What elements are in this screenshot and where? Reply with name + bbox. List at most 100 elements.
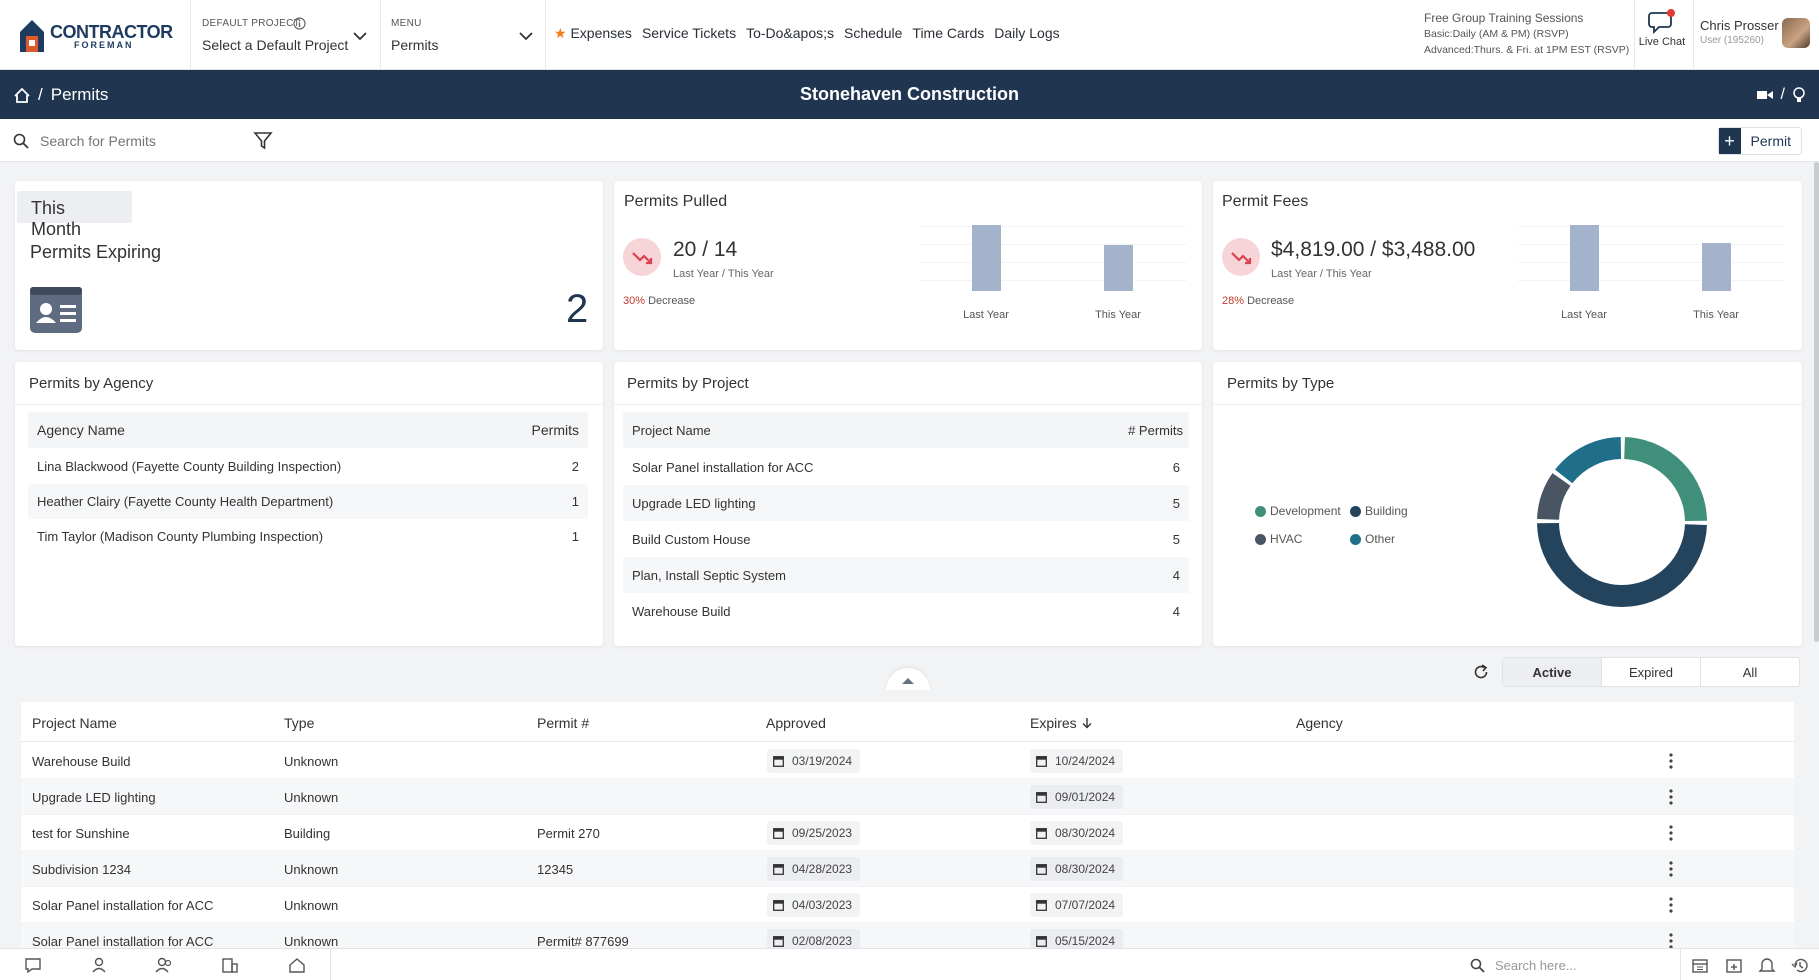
- table-row[interactable]: Solar Panel installation for ACC Unknown P…: [21, 923, 1794, 948]
- more-options-icon[interactable]: [1664, 751, 1678, 771]
- chevron-down-icon[interactable]: [518, 28, 534, 44]
- donut-slice-other[interactable]: [1555, 437, 1622, 484]
- divider: [1634, 0, 1635, 70]
- filter-icon[interactable]: [253, 131, 273, 151]
- table-row[interactable]: Warehouse Build Unknown 03/19/2024 10/24/20…: [21, 743, 1794, 779]
- nav-time-cards[interactable]: Time Cards: [912, 25, 985, 41]
- default-project-select[interactable]: Select a Default Project: [202, 37, 349, 53]
- page-scrollbar[interactable]: [1814, 162, 1819, 642]
- calendar-icon[interactable]: [1691, 957, 1709, 973]
- calendar-add-icon[interactable]: [1725, 957, 1743, 973]
- table-row[interactable]: Subdivision 1234 Unknown 12345 04/28/2023 08…: [21, 851, 1794, 887]
- history-icon[interactable]: [1791, 957, 1809, 973]
- project-row[interactable]: Solar Panel installation for ACC 6: [623, 449, 1189, 485]
- collapse-toggle[interactable]: [886, 668, 930, 690]
- nav-service-tickets[interactable]: Service Tickets: [641, 25, 737, 41]
- permits-by-type-title: Permits by Type: [1227, 375, 1335, 392]
- divider: [1693, 0, 1694, 70]
- avatar[interactable]: [1782, 18, 1810, 48]
- col-type[interactable]: Type: [284, 715, 315, 731]
- nav-todos[interactable]: To-Do&apos;s: [746, 25, 835, 41]
- approved-date-text: 04/03/2023: [792, 898, 853, 912]
- project-row[interactable]: Build Custom House 5: [623, 521, 1189, 557]
- menu-select[interactable]: Permits: [391, 37, 439, 53]
- nav-expenses[interactable]: ★ Expenses: [554, 25, 632, 42]
- add-permit-button[interactable]: + Permit: [1717, 127, 1802, 155]
- permits-pulled-value: 20 / 14: [673, 238, 738, 261]
- project-row[interactable]: Plan, Install Septic System 4: [623, 557, 1189, 593]
- nav-schedule[interactable]: Schedule: [844, 25, 903, 41]
- company-title: Stonehaven Construction: [799, 84, 1019, 104]
- donut-slice-development[interactable]: [1623, 437, 1707, 522]
- expires-date[interactable]: 10/24/2024: [1030, 749, 1124, 773]
- donut-slice-hvac[interactable]: [1537, 473, 1571, 521]
- donut-slice-building[interactable]: [1537, 522, 1707, 607]
- divider: [1680, 949, 1681, 980]
- legend-item-other[interactable]: Other: [1350, 532, 1430, 546]
- permits-table: Project Name Type Permit # Approved Expi…: [21, 702, 1794, 948]
- home-icon[interactable]: [288, 957, 306, 973]
- lightbulb-icon[interactable]: [1793, 87, 1805, 103]
- col-agency[interactable]: Agency: [1296, 715, 1343, 731]
- home-icon[interactable]: [14, 87, 30, 103]
- more-options-icon[interactable]: [1664, 787, 1678, 807]
- permit-search-input[interactable]: [40, 130, 240, 152]
- project-count: 6: [1172, 460, 1180, 475]
- col-expires[interactable]: Expires: [1030, 715, 1093, 731]
- expires-date[interactable]: 09/01/2024: [1030, 785, 1124, 809]
- nav-daily-logs[interactable]: Daily Logs: [994, 25, 1060, 41]
- approved-date[interactable]: 03/19/2024: [767, 749, 861, 773]
- chevron-down-icon[interactable]: [352, 28, 368, 44]
- project-row[interactable]: Warehouse Build 4: [623, 593, 1189, 629]
- refresh-icon[interactable]: [1472, 663, 1490, 681]
- approved-date[interactable]: 04/03/2023: [767, 893, 861, 917]
- info-icon[interactable]: [293, 17, 306, 30]
- gridline: [1518, 244, 1783, 245]
- legend-item-hvac[interactable]: HVAC: [1255, 532, 1350, 546]
- permits-expiring-title: Permits Expiring: [30, 242, 162, 262]
- col-approved[interactable]: Approved: [766, 715, 826, 731]
- video-icon[interactable]: [1756, 89, 1773, 101]
- expires-date[interactable]: 05/15/2024: [1030, 929, 1124, 948]
- contacts-icon[interactable]: [155, 957, 173, 973]
- table-row[interactable]: Solar Panel installation for ACC Unknown 0…: [21, 887, 1794, 923]
- contractor-foreman-logo[interactable]: CONTRACTOR FOREMAN: [18, 14, 173, 56]
- project-name: Plan, Install Septic System: [632, 568, 786, 583]
- project-row[interactable]: Upgrade LED lighting 5: [623, 485, 1189, 521]
- agency-row[interactable]: Lina Blackwood (Fayette County Building …: [28, 449, 588, 484]
- global-search[interactable]: Search here...: [1470, 953, 1680, 977]
- approved-date[interactable]: 04/28/2023: [767, 857, 861, 881]
- expires-date[interactable]: 08/30/2024: [1030, 821, 1124, 845]
- more-options-icon[interactable]: [1664, 931, 1678, 948]
- approved-date[interactable]: 02/08/2023: [767, 929, 861, 948]
- agency-row[interactable]: Heather Clairy (Fayette County Health De…: [28, 484, 588, 519]
- gridline: [1518, 280, 1783, 281]
- bell-icon[interactable]: [1758, 957, 1776, 973]
- directory-icon[interactable]: [221, 957, 239, 973]
- more-options-icon[interactable]: [1664, 895, 1678, 915]
- agency-row[interactable]: Tim Taylor (Madison County Plumbing Insp…: [28, 519, 588, 554]
- live-chat-button[interactable]: Live Chat: [1632, 8, 1692, 48]
- table-row[interactable]: test for Sunshine Building Permit 270 09/25…: [21, 815, 1794, 851]
- tab-active[interactable]: Active: [1503, 658, 1602, 686]
- tab-all[interactable]: All: [1742, 664, 1758, 680]
- legend-swatch: [1255, 533, 1266, 545]
- more-options-icon[interactable]: [1664, 823, 1678, 843]
- row-type: Unknown: [284, 790, 339, 805]
- message-icon[interactable]: [24, 957, 42, 973]
- legend-item-development[interactable]: Development: [1255, 504, 1350, 518]
- table-row[interactable]: Upgrade LED lighting Unknown 09/01/2024: [21, 779, 1794, 815]
- tab-expired[interactable]: Expired: [1602, 658, 1701, 686]
- more-options-icon[interactable]: [1664, 859, 1678, 879]
- training-info[interactable]: Free Group Training Sessions Basic:Daily…: [1424, 10, 1629, 58]
- legend-item-building[interactable]: Building: [1350, 504, 1430, 518]
- expires-date[interactable]: 08/30/2024: [1030, 857, 1124, 881]
- approved-date[interactable]: 09/25/2023: [767, 821, 861, 845]
- agency-count: 1: [571, 494, 579, 509]
- col-permit-number[interactable]: Permit #: [537, 715, 590, 731]
- employee-icon[interactable]: [90, 957, 108, 973]
- expires-date-text: 09/01/2024: [1055, 790, 1116, 804]
- user-menu[interactable]: Chris Prosser User (195260): [1700, 18, 1779, 46]
- expires-date[interactable]: 07/07/2024: [1030, 893, 1124, 917]
- col-project-name[interactable]: Project Name: [32, 715, 117, 731]
